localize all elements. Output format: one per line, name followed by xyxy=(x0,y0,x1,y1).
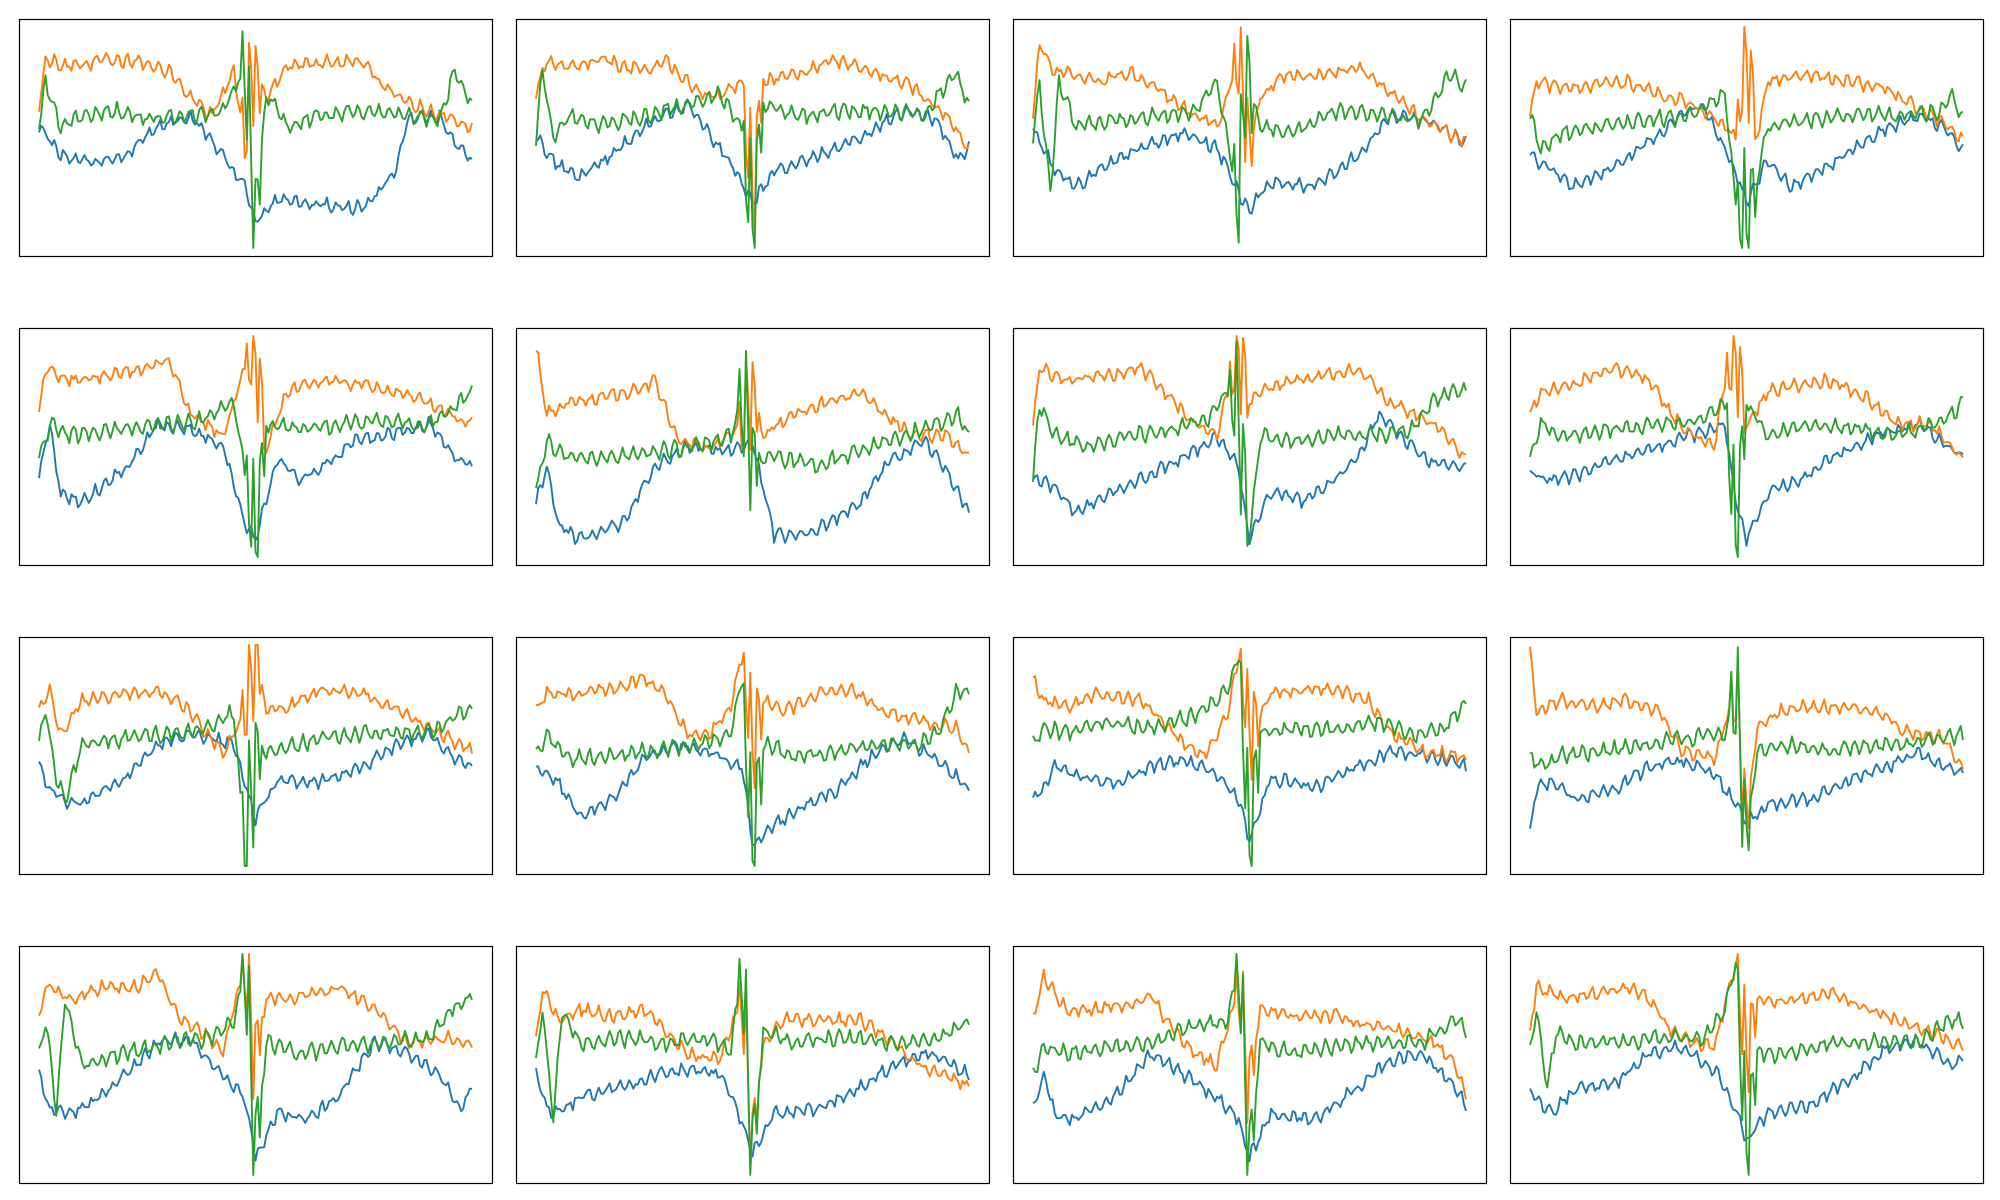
series-line-green xyxy=(535,349,970,512)
series-line-orange xyxy=(1032,647,1467,781)
series-line-green xyxy=(1032,953,1467,1176)
series-line-green xyxy=(38,953,473,1176)
series-line-blue xyxy=(38,109,473,223)
series-line-orange xyxy=(1529,953,1964,1094)
subplot-panel-15 xyxy=(1012,945,1488,1185)
series-line-orange xyxy=(1032,26,1467,168)
series-line-blue xyxy=(1032,1049,1467,1163)
series-line-orange xyxy=(535,651,970,790)
subplot-panel-1 xyxy=(18,18,494,258)
subplot-frame xyxy=(1509,327,1985,567)
series-line-green xyxy=(1529,646,1964,852)
series-line-blue xyxy=(38,727,473,827)
subplot-panel-6 xyxy=(515,327,991,567)
subplot-panel-2 xyxy=(515,18,991,258)
series-line-orange xyxy=(38,42,473,159)
series-line-green xyxy=(38,30,473,249)
series-line-blue xyxy=(38,1031,473,1162)
subplot-frame xyxy=(18,945,494,1185)
series-line-orange xyxy=(38,953,473,1100)
series-line-orange xyxy=(38,335,473,454)
series-line-blue xyxy=(1529,415,1964,547)
series-line-blue xyxy=(535,1049,970,1158)
subplot-panel-10 xyxy=(515,636,991,876)
subplot-panel-14 xyxy=(515,945,991,1185)
series-line-green xyxy=(38,385,473,558)
subplot-panel-7 xyxy=(1012,327,1488,567)
subplot-panel-5 xyxy=(18,327,494,567)
series-line-orange xyxy=(535,350,970,455)
subplot-grid xyxy=(18,18,1985,1185)
series-line-green xyxy=(1529,395,1964,558)
series-line-green xyxy=(1529,88,1964,249)
subplot-panel-16 xyxy=(1509,945,1985,1185)
series-line-orange xyxy=(1529,26,1964,143)
series-line-blue xyxy=(1032,109,1467,215)
series-line-green xyxy=(38,704,473,867)
subplot-panel-12 xyxy=(1509,636,1985,876)
series-line-orange xyxy=(1032,335,1467,459)
subplot-panel-8 xyxy=(1509,327,1985,567)
subplot-frame xyxy=(18,636,494,876)
series-line-green xyxy=(535,682,970,867)
subplot-panel-13 xyxy=(18,945,494,1185)
series-line-green xyxy=(1032,340,1467,547)
subplot-panel-4 xyxy=(1509,18,1985,258)
series-line-green xyxy=(1529,961,1964,1176)
subplot-panel-3 xyxy=(1012,18,1488,258)
series-line-orange xyxy=(38,644,473,759)
subplot-panel-9 xyxy=(18,636,494,876)
series-line-green xyxy=(1032,659,1467,867)
subplot-panel-11 xyxy=(1012,636,1488,876)
series-line-orange xyxy=(1032,968,1467,1124)
series-line-orange xyxy=(1529,646,1964,830)
series-line-green xyxy=(535,957,970,1176)
series-line-green xyxy=(1032,35,1467,244)
series-line-green xyxy=(535,69,970,249)
subplot-frame xyxy=(515,945,991,1185)
